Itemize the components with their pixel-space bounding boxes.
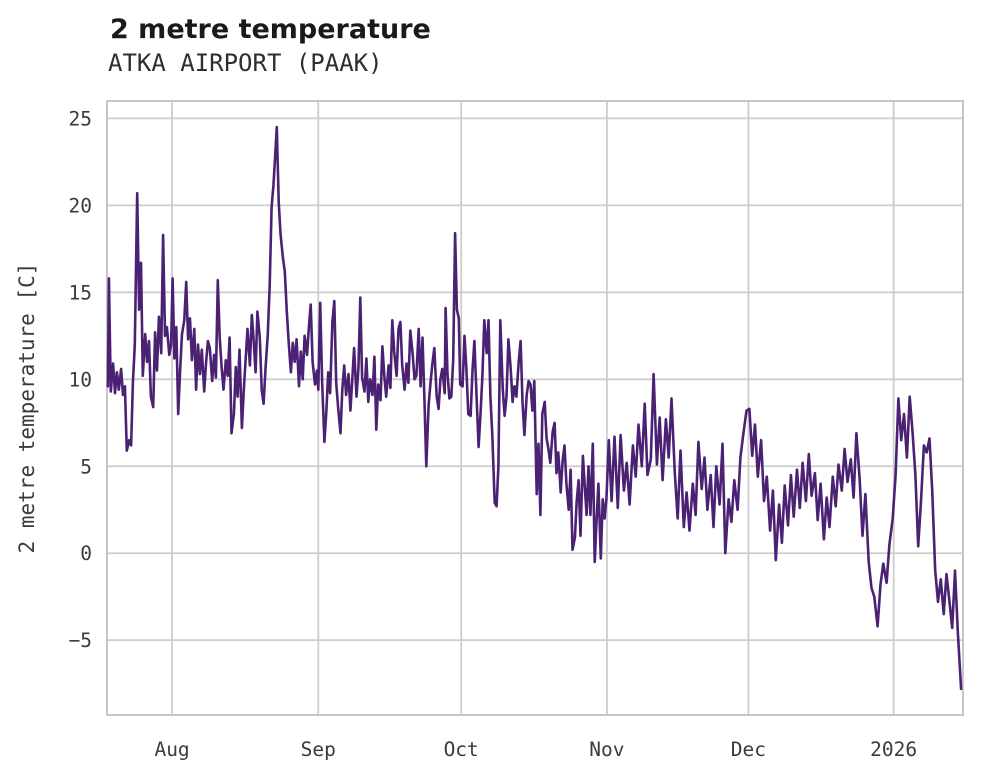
chart-title: 2 metre temperature [110,14,431,45]
y-axis-label: 2 metre temperature [C] [15,263,39,554]
y-tick-label: 25 [69,107,92,130]
x-tick-label: 2026 [870,738,917,761]
y-tick-label: 15 [69,281,92,304]
x-tick-label: Aug [154,738,189,761]
x-tick-label: Nov [589,738,624,761]
y-tick-label: 10 [69,368,92,391]
y-tick-label: 0 [80,542,92,565]
temperature-line [106,125,963,691]
x-tick-label: Oct [444,738,479,761]
y-tick-label: 5 [80,455,92,478]
plot-border [106,100,964,716]
y-tick-label: −5 [69,629,92,652]
chart-subtitle: ATKA AIRPORT (PAAK) [108,49,383,77]
y-tick-label: 20 [69,194,92,217]
x-tick-label: Dec [731,738,766,761]
x-tick-label: Sep [301,738,336,761]
